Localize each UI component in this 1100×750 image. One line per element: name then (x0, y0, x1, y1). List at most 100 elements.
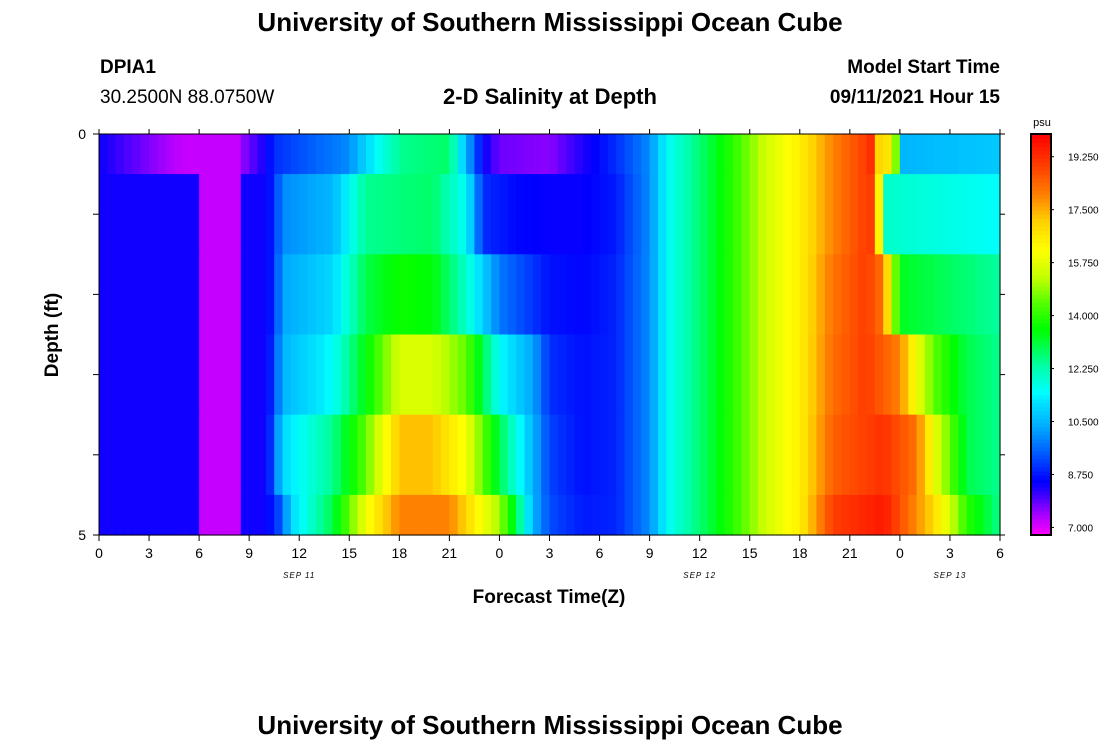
heatmap-cell (290, 174, 300, 255)
heatmap-cell (949, 174, 959, 255)
heatmap-cell (399, 174, 409, 255)
heatmap-cell (249, 174, 259, 255)
heatmap-cell (249, 414, 259, 496)
heatmap-cell (157, 254, 167, 336)
heatmap-cell (941, 334, 951, 416)
colorbar-label: 7.000 (1068, 523, 1093, 534)
colorbar-segment (1031, 342, 1051, 348)
heatmap-cell (766, 134, 776, 175)
colorbar-label: 17.500 (1068, 206, 1099, 217)
heatmap-cell (190, 134, 200, 175)
heatmap-cell (924, 174, 934, 255)
heatmap-cell (99, 334, 108, 416)
heatmap-cell (265, 134, 275, 175)
heatmap-cell (949, 494, 959, 536)
colorbar-segment (1031, 162, 1051, 167)
heatmap-cell (466, 494, 476, 536)
heatmap-cell (566, 134, 576, 175)
heatmap-cell (808, 254, 818, 336)
heatmap-cell (357, 334, 367, 416)
heatmap-cell (716, 414, 726, 496)
heatmap-cell (733, 174, 742, 255)
x-tick-label: 9 (245, 545, 253, 561)
heatmap-cell (407, 414, 417, 496)
heatmap-cell (482, 334, 492, 416)
heatmap-cell (432, 134, 442, 175)
heatmap-cell (816, 494, 826, 536)
heatmap-cell (240, 254, 250, 336)
heatmap-cell (874, 334, 884, 416)
heatmap-cell (916, 174, 926, 255)
heatmap-cell (365, 134, 375, 175)
heatmap-cell (908, 494, 918, 536)
heatmap-cell (991, 494, 1001, 536)
heatmap-cell (824, 134, 834, 175)
heatmap-cell (499, 134, 509, 175)
heatmap-cell (232, 134, 242, 175)
colorbar-segment (1031, 354, 1051, 360)
colorbar-segment (1031, 270, 1051, 275)
heatmap-cell (974, 134, 984, 175)
heatmap-cell (941, 414, 951, 496)
heatmap-cell (874, 174, 884, 255)
heatmap-cell (240, 494, 250, 536)
heatmap-cell (649, 494, 659, 536)
heatmap-cell (858, 174, 868, 255)
heatmap-cell (224, 134, 234, 175)
heatmap-cell (899, 174, 909, 255)
heatmap-cell (799, 174, 809, 255)
heatmap-cell (340, 134, 350, 175)
x-tick-label: 3 (145, 545, 153, 561)
heatmap-cell (924, 134, 934, 175)
heatmap-cell (124, 254, 133, 336)
heatmap-cell (841, 254, 851, 336)
heatmap-cell (941, 254, 951, 336)
heatmap-cell (315, 134, 325, 175)
heatmap-cell (949, 334, 959, 416)
x-tick-label: 9 (646, 545, 654, 561)
heatmap-cell (149, 174, 158, 255)
heatmap-cell (749, 134, 759, 175)
heatmap-cell (641, 254, 651, 336)
heatmap-cell (724, 494, 734, 536)
heatmap-cell (99, 494, 108, 536)
heatmap-cell (891, 414, 901, 496)
heatmap-cell (824, 494, 834, 536)
heatmap-cell (799, 494, 809, 536)
heatmap-cell (657, 494, 667, 536)
heatmap-cell (299, 254, 309, 336)
x-tick-label: 0 (95, 545, 103, 561)
heatmap-cell (849, 334, 859, 416)
heatmap-cell (808, 134, 818, 175)
heatmap-cell (299, 414, 309, 496)
heatmap-cell (340, 494, 350, 536)
heatmap-cell (532, 494, 542, 536)
heatmap-cell (491, 254, 501, 336)
heatmap-cell (349, 174, 359, 255)
heatmap-cell (441, 174, 450, 255)
colorbar-segment (1031, 478, 1051, 484)
heatmap-cell (566, 334, 576, 416)
heatmap-cell (107, 414, 117, 496)
heatmap-cell (949, 134, 959, 175)
heatmap-cell (324, 334, 334, 416)
heatmap-cell (165, 174, 175, 255)
heatmap-cell (674, 134, 684, 175)
heatmap-cell (741, 334, 751, 416)
heatmap-cell (416, 134, 425, 175)
colorbar-segment (1031, 210, 1051, 215)
heatmap-cell (858, 334, 868, 416)
heatmap-cell (257, 494, 267, 536)
colorbar-segment (1031, 230, 1051, 235)
heatmap-cell (324, 174, 334, 255)
heatmap-cell (749, 414, 759, 496)
model-start-value: 09/11/2021 Hour 15 (829, 87, 1000, 108)
heatmap-cell (582, 334, 592, 416)
heatmap-cell (983, 494, 993, 536)
heatmap-cell (991, 174, 1001, 255)
heatmap-cell (724, 174, 734, 255)
colorbar-segment (1031, 398, 1051, 404)
heatmap-cell (432, 494, 442, 536)
heatmap-cell (524, 174, 534, 255)
colorbar-segment (1031, 250, 1051, 255)
